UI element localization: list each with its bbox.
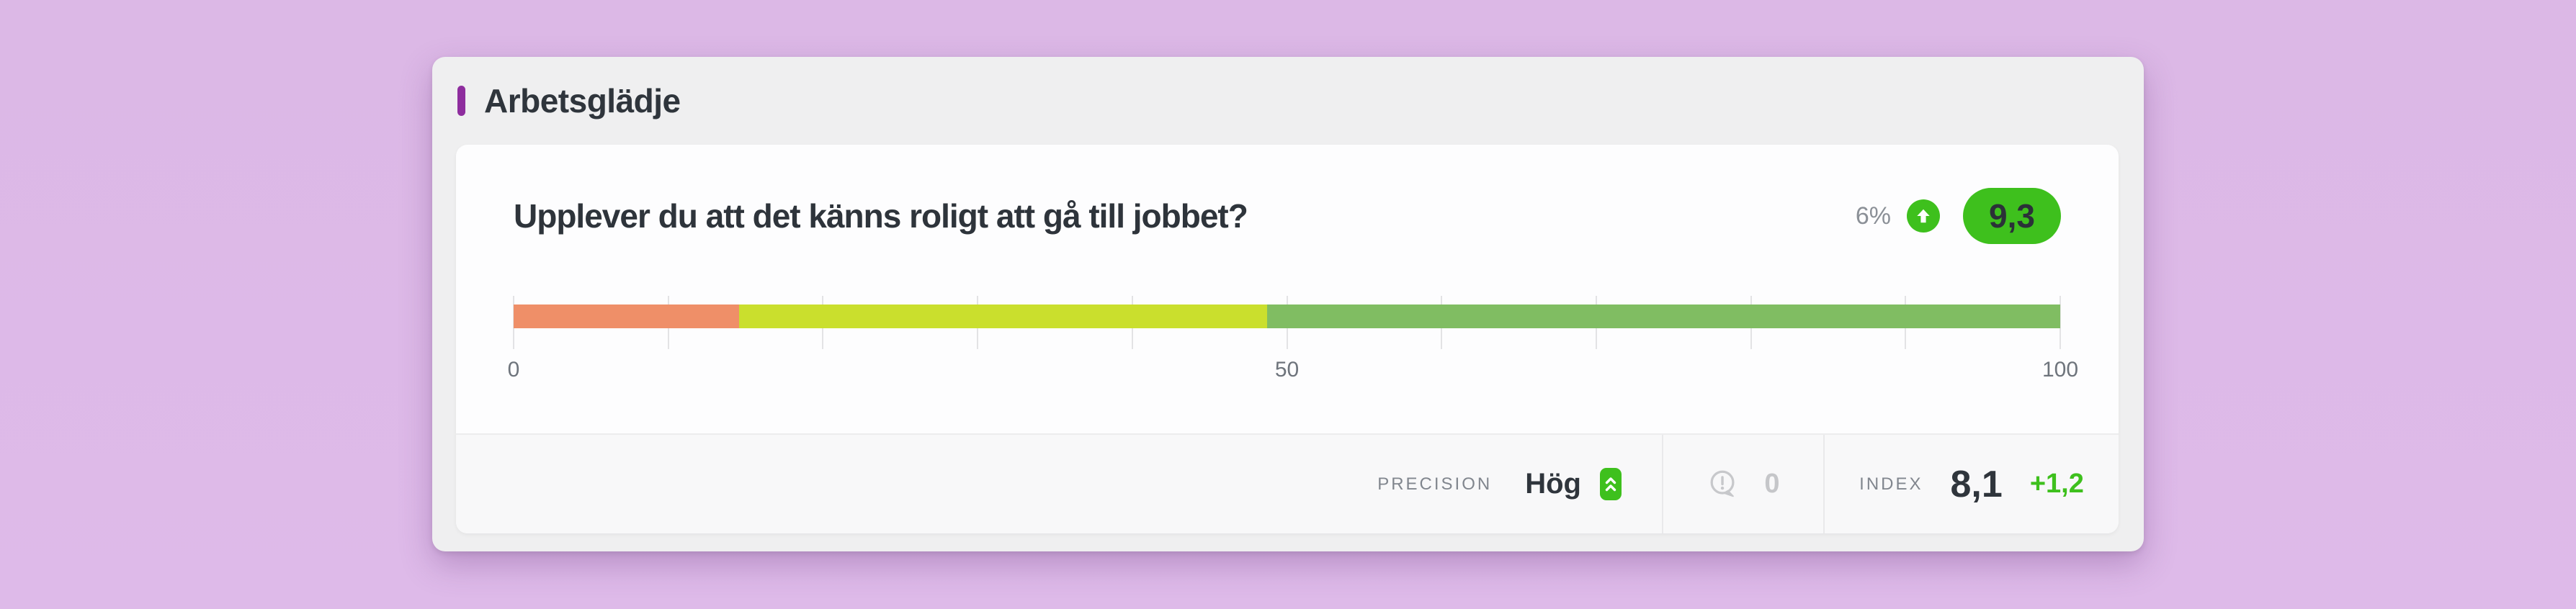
widget-title: Arbetsglädje	[484, 82, 681, 119]
comments-button[interactable]: 0	[1662, 435, 1825, 533]
question-card: Upplever du att det känns roligt att gå …	[456, 145, 2119, 533]
speech-bubble-exclamation-icon	[1707, 468, 1740, 501]
gauge-tick-label: 100	[2041, 358, 2079, 382]
widget-footer: PRECISION Hög	[456, 433, 2119, 533]
arrow-up-circle-icon	[1907, 199, 1940, 233]
precision-value: Hög	[1525, 468, 1581, 500]
precision-label: PRECISION	[1377, 474, 1493, 494]
index-label: INDEX	[1859, 474, 1923, 494]
question-text: Upplever du att det känns roligt att gå …	[514, 197, 1248, 235]
widget-header: Arbetsglädje	[432, 57, 2144, 145]
category-accent-bar	[457, 86, 465, 116]
change-percent: 6%	[1855, 202, 1891, 230]
gauge-segment-low	[514, 304, 740, 328]
trend-cluster: 6% 9,3	[1856, 188, 2061, 244]
question-row: Upplever du att det känns roligt att gå …	[514, 186, 2061, 245]
gauge-segment-high	[1266, 304, 2060, 328]
index-change: +1,2	[2029, 469, 2084, 499]
gauge-bar-track	[514, 304, 2060, 328]
survey-widget-card: Arbetsglädje Upplever du att det känns r…	[432, 57, 2144, 551]
gauge-tick-label: 0	[507, 358, 520, 382]
double-chevron-up-icon[interactable]	[1600, 468, 1622, 500]
gauge-tick-label: 50	[1274, 358, 1300, 382]
gauge: 0 50 100	[508, 296, 2078, 382]
precision-section: PRECISION Hög	[456, 435, 1662, 533]
comments-count: 0	[1764, 469, 1780, 499]
gauge-gridline	[2060, 296, 2061, 349]
gauge-segment-mid	[739, 304, 1267, 328]
score-badge[interactable]: 9,3	[1963, 188, 2061, 244]
index-section: INDEX 8,1 +1,2	[1825, 435, 2119, 533]
index-value: 8,1	[1950, 463, 2003, 505]
